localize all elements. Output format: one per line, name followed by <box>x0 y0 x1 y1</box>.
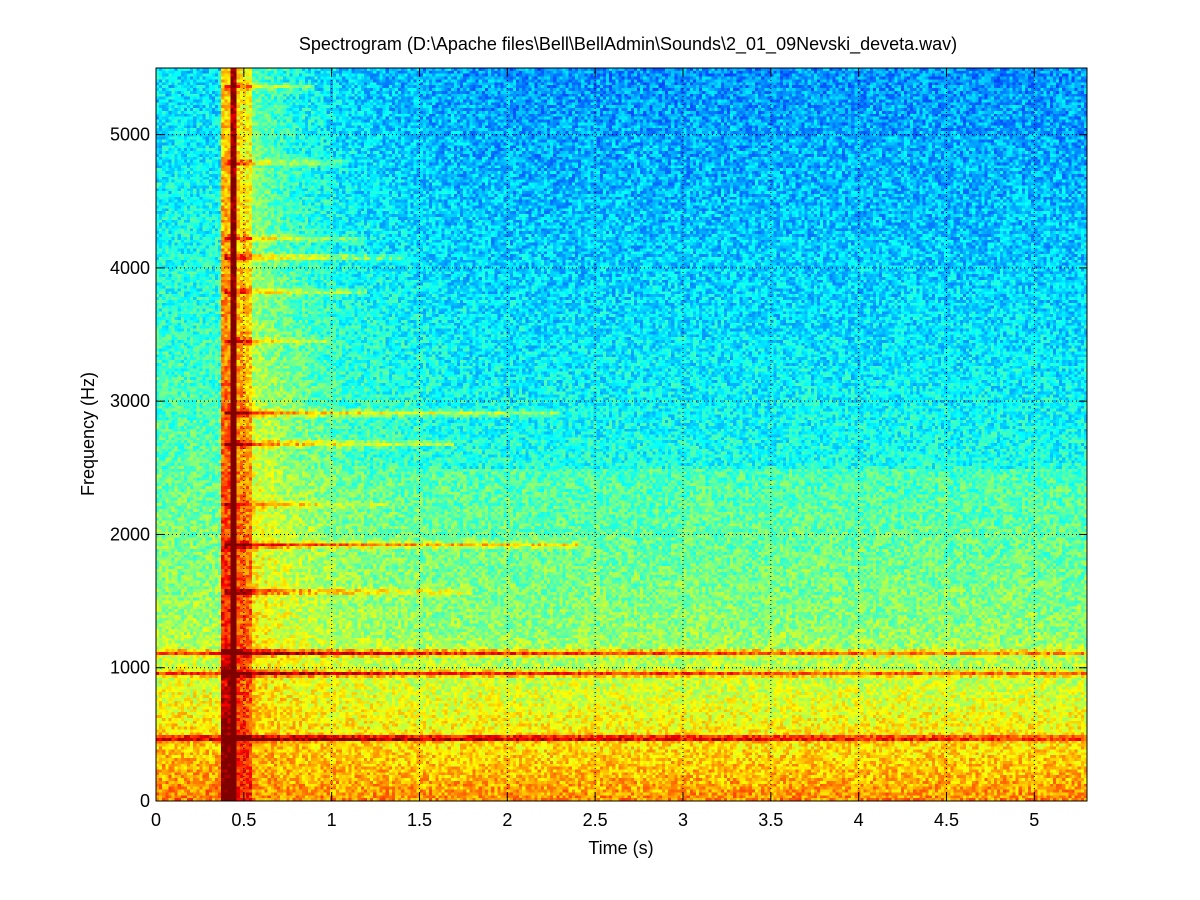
y-axis-label: Frequency (Hz) <box>78 372 98 496</box>
y-tick-label: 4000 <box>110 258 150 278</box>
x-axis-label: Time (s) <box>588 838 653 858</box>
x-tick-label: 0 <box>151 810 161 830</box>
x-tick-label: 5 <box>1029 810 1039 830</box>
y-tick-label: 0 <box>140 791 150 811</box>
x-tick-label: 0.5 <box>231 810 256 830</box>
y-tick-label: 1000 <box>110 658 150 678</box>
x-tick-label: 3 <box>678 810 688 830</box>
x-tick-label: 4 <box>854 810 864 830</box>
x-tick-label: 4.5 <box>934 810 959 830</box>
chart-title: Spectrogram (D:\Apache files\Bell\BellAd… <box>299 34 957 55</box>
x-axis-ticks: 0 0.5 1 1.5 2 2.5 3 3.5 4 4.5 5 <box>151 68 1039 830</box>
plot-frame <box>155 67 1088 802</box>
y-tick-label: 3000 <box>110 391 150 411</box>
plot-area: 0 0.5 1 1.5 2 2.5 3 3.5 4 4.5 5 0 1000 2000 3000 4000 5… <box>110 67 1088 830</box>
x-tick-label: 3.5 <box>758 810 783 830</box>
x-tick-label: 1.5 <box>407 810 432 830</box>
y-axis-ticks: 0 1000 2000 3000 4000 5000 <box>110 125 1087 811</box>
x-tick-label: 1 <box>327 810 337 830</box>
y-tick-label: 5000 <box>110 125 150 145</box>
spectrogram-heatmap <box>156 68 1087 801</box>
x-tick-label: 2 <box>502 810 512 830</box>
x-tick-label: 2.5 <box>583 810 608 830</box>
y-tick-label: 2000 <box>110 524 150 544</box>
